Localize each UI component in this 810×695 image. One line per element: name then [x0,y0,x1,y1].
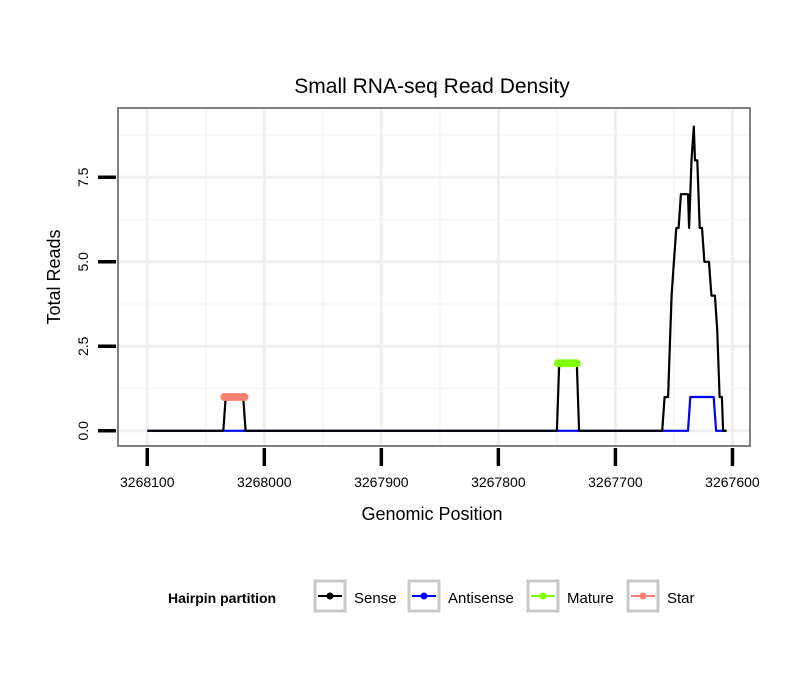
chart-title: Small RNA-seq Read Density [294,75,570,98]
legend-point-mature [539,592,547,600]
y-tick-label: 7.5 [75,167,91,187]
x-tick-label: 3268000 [237,474,292,490]
legend-item-sense: Sense [313,579,397,613]
x-tick-label: 3267700 [588,474,643,490]
plot-panel [118,108,750,446]
y-tick-label: 5.0 [75,252,91,272]
series-layer [147,125,727,432]
legend-item-antisense: Antisense [407,579,514,613]
legend-label-star: Star [667,590,695,607]
y-axis-label: Total Reads [44,229,64,324]
legend-point-star [639,592,647,600]
x-tick-label: 3267800 [471,474,526,490]
legend-label-sense: Sense [354,590,397,607]
y-axis: 0.0 2.5 5.0 7.5 [75,167,116,441]
x-axis-label: Genomic Position [361,504,502,524]
legend-label-antisense: Antisense [448,590,514,607]
series-point-star [240,392,249,401]
legend-label-mature: Mature [567,590,614,607]
legend-point-antisense [420,592,428,600]
x-axis: 3268100 3268000 3267900 3267800 3267700 32676… [120,448,760,490]
y-tick-label: 0.0 [75,421,91,441]
legend-point-sense [326,592,334,600]
legend-item-star: Star [626,579,695,613]
minor-gridlines [118,108,750,446]
x-tick-label: 3267900 [354,474,409,490]
y-tick-label: 2.5 [75,336,91,356]
legend: Hairpin partition Sense Antisense Mature [168,579,695,613]
x-tick-label: 3268100 [120,474,175,490]
legend-item-mature: Mature [526,579,614,613]
x-tick-label: 3267600 [705,474,760,490]
legend-title: Hairpin partition [168,590,276,606]
series-point-mature [572,359,581,368]
plot-border [117,107,751,447]
